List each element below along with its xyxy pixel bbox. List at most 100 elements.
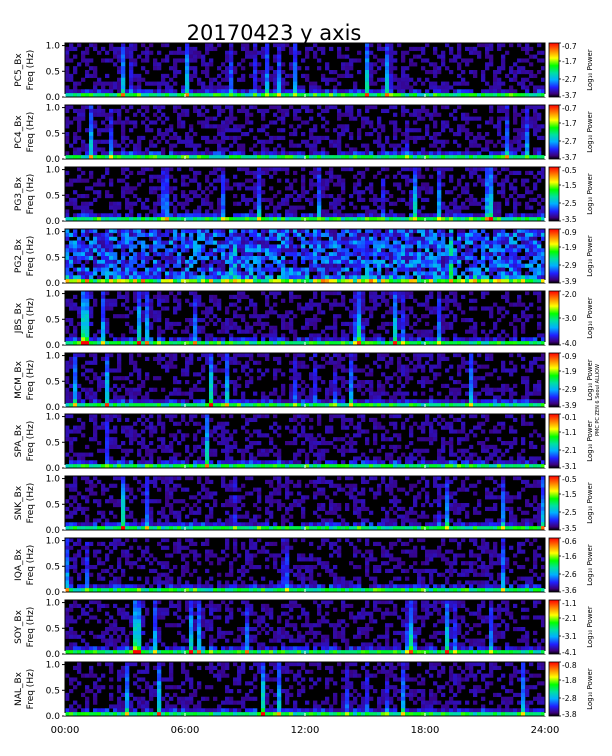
heatmap-cell (513, 205, 518, 210)
heatmap-cell (81, 310, 86, 315)
heatmap-cell (285, 321, 290, 327)
heatmap-cell (205, 209, 210, 214)
heatmap-cell (117, 66, 122, 71)
heatmap-cell (497, 236, 502, 241)
heatmap-cell (149, 151, 154, 156)
heatmap-cell (229, 325, 234, 330)
heatmap-cell (437, 178, 442, 183)
heatmap-cell (425, 256, 430, 261)
heatmap-cell (309, 85, 314, 90)
heatmap-cell (505, 167, 510, 172)
heatmap-cell (497, 240, 502, 245)
heatmap-cell (425, 314, 430, 319)
heatmap-cell (293, 232, 298, 238)
heatmap-cell (461, 318, 466, 323)
heatmap-cell (213, 151, 218, 156)
heatmap-cell (277, 341, 282, 346)
heatmap-cell (421, 275, 426, 280)
heatmap-cell (357, 310, 362, 315)
heatmap-cell (261, 124, 266, 129)
heatmap-cell (121, 120, 126, 125)
heatmap-cell (201, 112, 206, 117)
heatmap-cell (197, 337, 202, 342)
heatmap-cell (277, 178, 282, 183)
heatmap-cell (281, 151, 286, 156)
y-label-station: PG2_Bx (14, 238, 24, 273)
colorbar (548, 42, 560, 98)
heatmap-cell (129, 186, 134, 191)
heatmap-cell (229, 229, 234, 234)
heatmap-cell (297, 85, 302, 90)
heatmap-cell (509, 217, 514, 222)
heatmap-cell (265, 205, 270, 210)
heatmap-cell (169, 267, 174, 272)
heatmap-cell (89, 116, 94, 121)
heatmap-cell (265, 248, 270, 253)
heatmap-cell (149, 248, 154, 253)
heatmap-cell (201, 244, 206, 249)
heatmap-cell (181, 240, 186, 245)
heatmap-cell (213, 124, 218, 129)
heatmap-cell (317, 197, 322, 203)
heatmap-cell (397, 298, 402, 303)
heatmap-cell (481, 182, 486, 187)
heatmap-cell (457, 279, 462, 284)
heatmap-cell (353, 275, 358, 280)
heatmap-cell (485, 93, 490, 98)
heatmap-cell (473, 337, 478, 342)
heatmap-cell (201, 329, 206, 334)
heatmap-cell (381, 167, 386, 172)
heatmap-cell (437, 112, 442, 117)
heatmap-cell (517, 143, 522, 148)
heatmap-cell (341, 112, 346, 117)
heatmap-cell (497, 333, 502, 338)
heatmap-cell (341, 229, 346, 234)
heatmap-cell (157, 263, 162, 268)
heatmap-cell (145, 252, 150, 257)
heatmap-cell (369, 43, 374, 48)
heatmap-cell (161, 167, 166, 172)
heatmap-cell (93, 236, 98, 241)
heatmap-cell (437, 333, 442, 338)
heatmap-cell (261, 170, 266, 176)
heatmap-cell (273, 167, 278, 172)
heatmap-cell (85, 232, 90, 238)
heatmap-cell (221, 337, 226, 342)
heatmap-cell (121, 263, 126, 268)
heatmap-cell (525, 124, 530, 129)
heatmap-cell (337, 89, 342, 94)
heatmap-cell (125, 135, 130, 141)
heatmap-cell (429, 256, 434, 261)
heatmap-cell (533, 108, 538, 114)
heatmap-cell (329, 341, 334, 346)
heatmap-cell (389, 105, 394, 110)
heatmap-cell (301, 244, 306, 249)
heatmap-cell (513, 62, 518, 67)
heatmap-cell (157, 116, 162, 121)
heatmap-cell (189, 213, 194, 218)
heatmap-cell (93, 43, 98, 48)
heatmap-cell (485, 89, 490, 94)
heatmap-cell (137, 197, 142, 203)
heatmap-cell (449, 248, 454, 253)
heatmap-cell (401, 85, 406, 90)
heatmap-cell (513, 271, 518, 276)
heatmap-cell (137, 89, 142, 94)
heatmap-cell (497, 217, 502, 222)
heatmap-cell (517, 279, 522, 284)
heatmap-cell (341, 93, 346, 98)
heatmap-cell (129, 62, 134, 67)
heatmap-cell (489, 314, 494, 319)
heatmap-cell (273, 77, 278, 82)
heatmap-cell (461, 89, 466, 94)
heatmap-cell (341, 279, 346, 284)
heatmap-cell (117, 244, 122, 249)
heatmap-cell (241, 46, 246, 52)
heatmap-cell (85, 147, 90, 152)
heatmap-cell (289, 271, 294, 276)
heatmap-cell (501, 240, 506, 245)
heatmap-cell (193, 310, 198, 315)
heatmap-cell (161, 58, 166, 63)
heatmap-cell (117, 70, 122, 75)
